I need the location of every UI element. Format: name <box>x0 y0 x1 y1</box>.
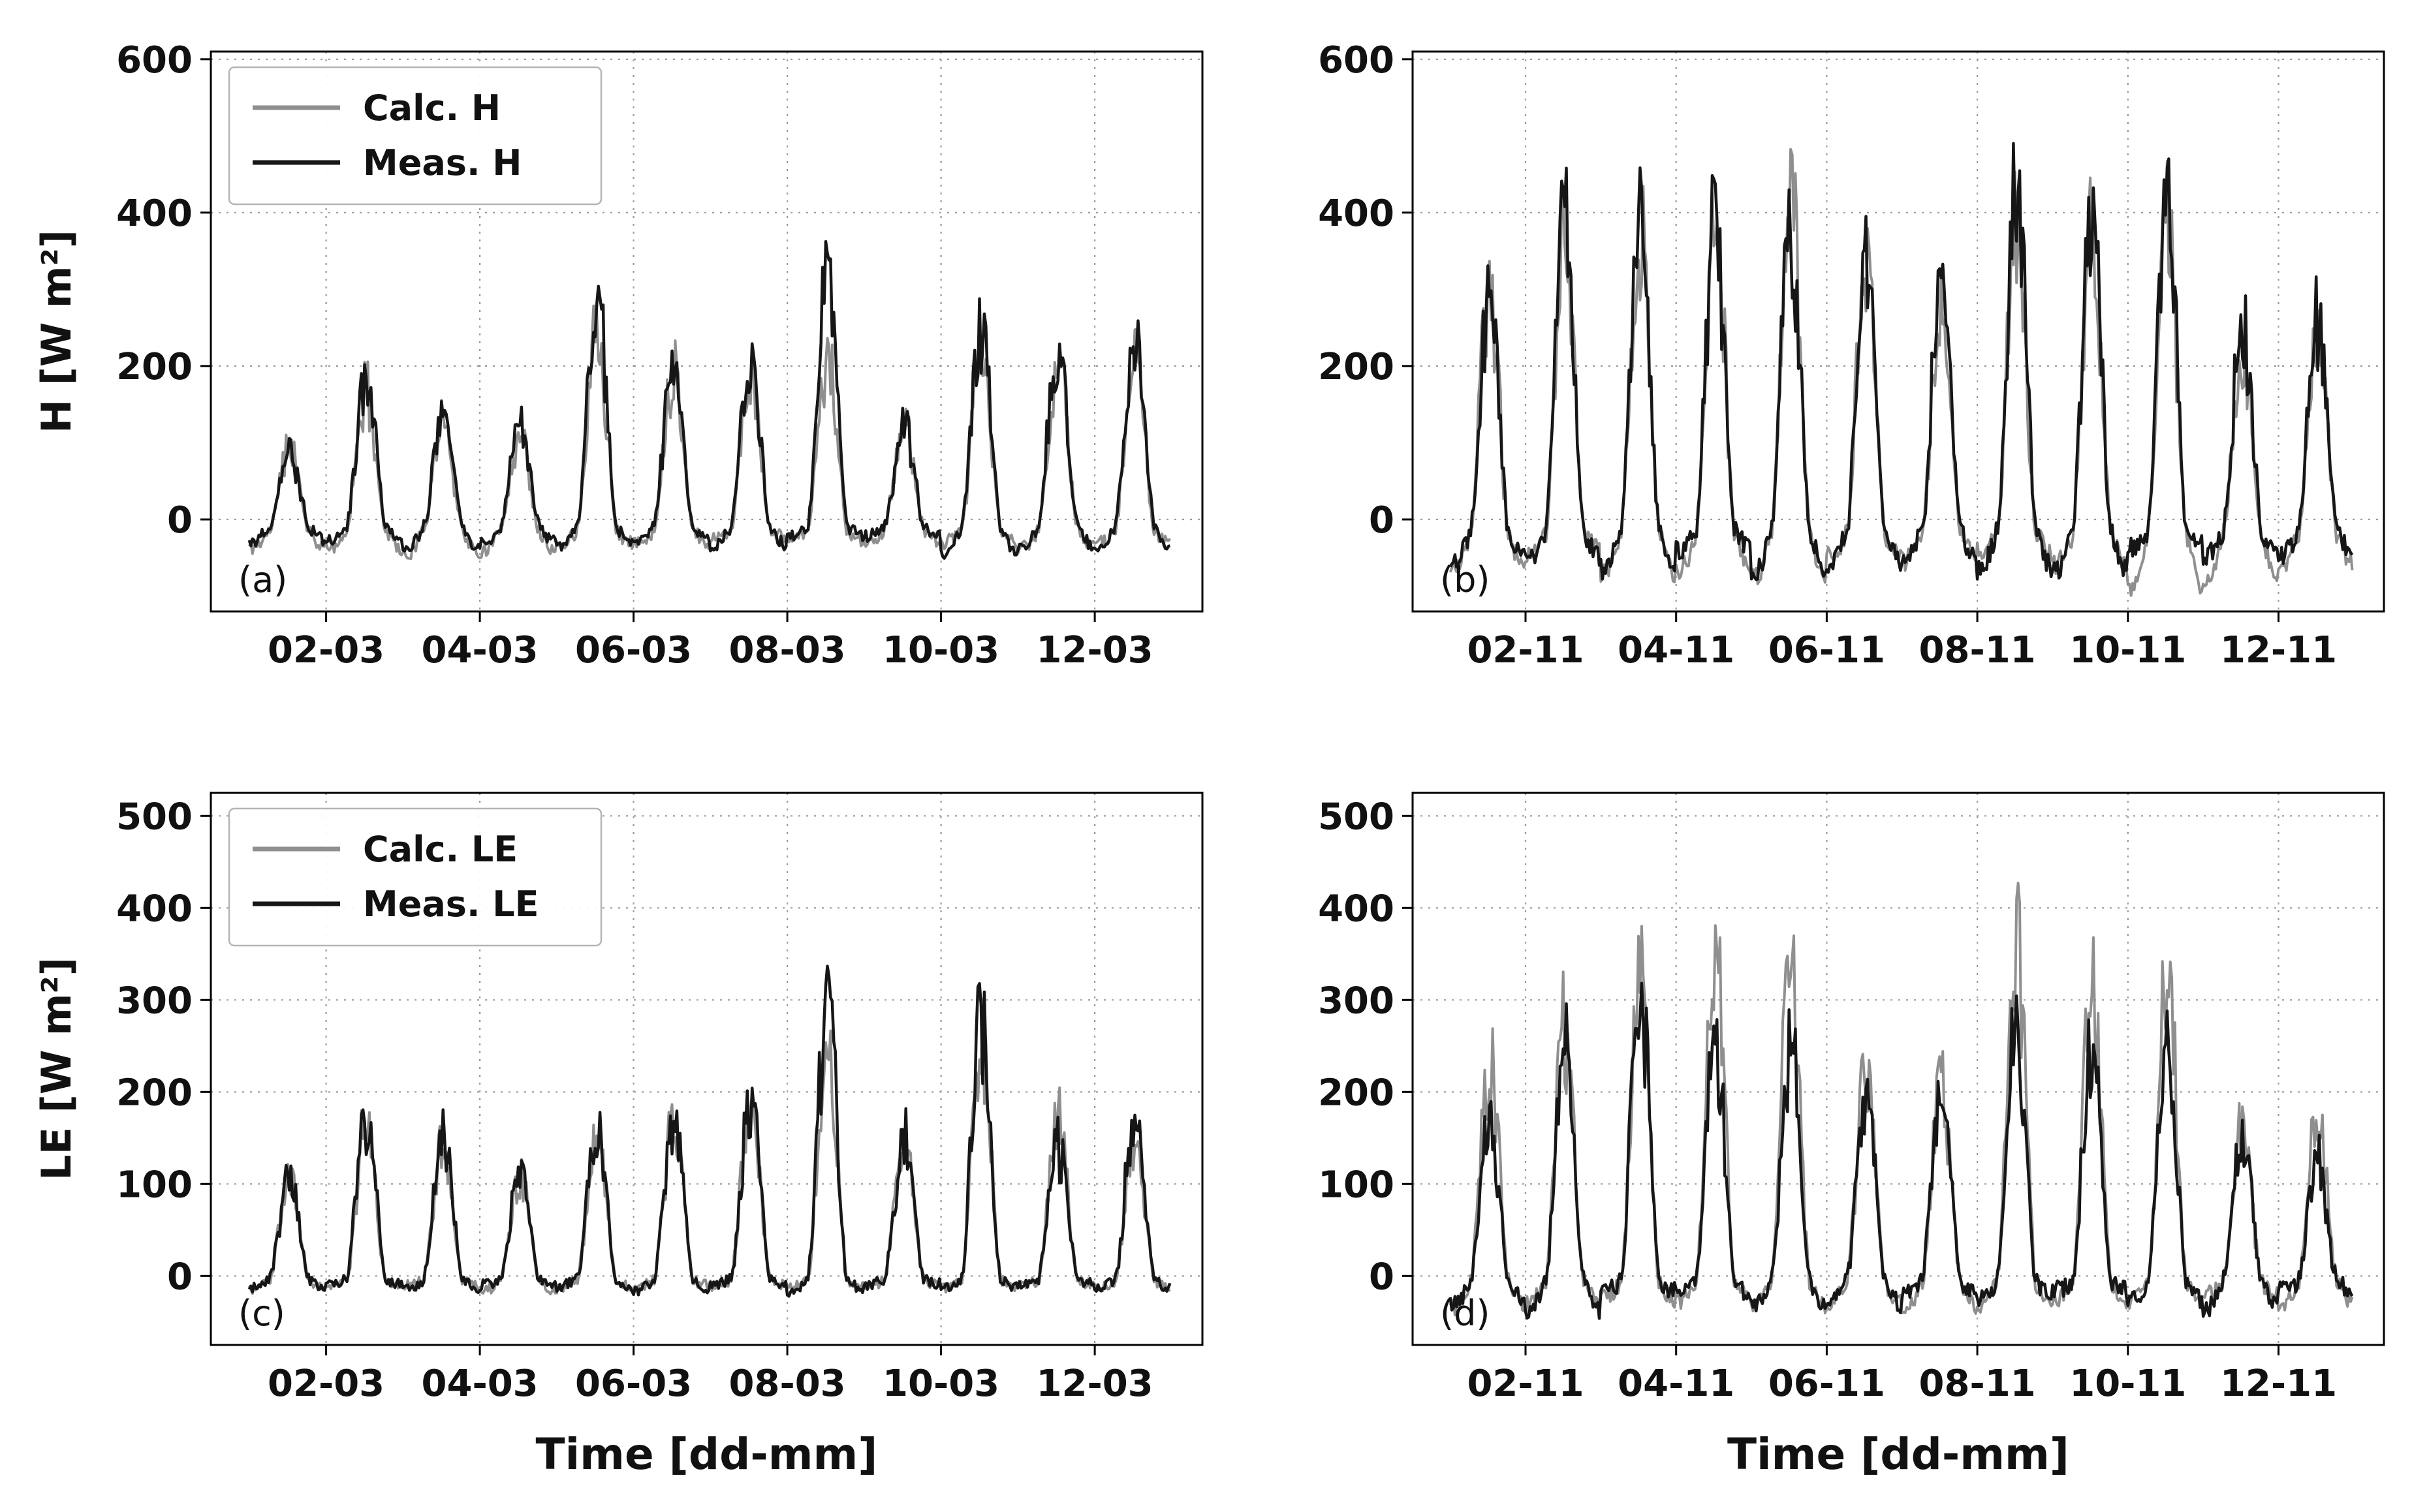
y-tick-label: 400 <box>1318 887 1394 930</box>
y-tick-label: 300 <box>1318 980 1394 1022</box>
panel-label: (d) <box>1440 1293 1490 1334</box>
y-axis-title: H [W m²] <box>33 230 80 433</box>
y-tick-label: 200 <box>1318 1072 1394 1114</box>
x-tick-label: 08-11 <box>1919 629 2036 671</box>
x-tick-label: 06-11 <box>1768 1363 1885 1405</box>
y-tick-label: 0 <box>1369 499 1394 542</box>
x-tick-label: 10-03 <box>883 1363 999 1405</box>
panel-b: 0 200 400 600 02-11 04-11 06-11 08-11 10-11 12-11… <box>1318 39 2385 671</box>
y-tick-label: 100 <box>1318 1164 1394 1206</box>
panel-d: 0 100 200 300 400 500 02-11 04-11 06-11 08-11 10-1… <box>1318 792 2385 1479</box>
y-tick-label: 400 <box>1318 193 1394 235</box>
x-tick-label: 04-03 <box>422 629 539 671</box>
y-tick-label: 200 <box>1318 346 1394 388</box>
y-axis-title: LE [W m²] <box>33 957 80 1180</box>
x-tick-label: 12-03 <box>1037 629 1153 671</box>
plot-frame <box>210 50 1204 613</box>
panel-a: 0 200 400 600 02-03 04-03 06-03 08-03 10-03 12-03… <box>33 39 1204 671</box>
x-tick-label: 06-11 <box>1768 629 1885 671</box>
y-tick-label: 200 <box>116 1072 193 1114</box>
series-meas-line <box>1449 142 2354 581</box>
series-calc-line <box>1449 882 2354 1317</box>
y-tick-label: 400 <box>116 193 193 235</box>
x-tick-label: 02-03 <box>268 629 384 671</box>
x-tick-label: 04-03 <box>422 1363 539 1405</box>
x-tick-label: 12-11 <box>2220 1363 2337 1405</box>
x-tick-label: 06-03 <box>575 1363 692 1405</box>
y-tick-label: 500 <box>1318 795 1394 838</box>
y-tick-label: 0 <box>1369 1256 1394 1298</box>
legend-entry-label: Calc. H <box>363 87 501 129</box>
legend-entry-label: Meas. H <box>363 142 522 183</box>
x-tick-label: 04-11 <box>1618 1363 1734 1405</box>
series-group <box>1449 142 2354 597</box>
series-group <box>247 964 1172 1298</box>
x-tick-label: 02-03 <box>268 1363 384 1405</box>
y-tick-label: 500 <box>116 795 193 838</box>
x-tick-label: 12-11 <box>2220 629 2337 671</box>
plot-frame <box>1411 792 2385 1346</box>
series-calc-line <box>248 997 1171 1296</box>
legend-frame <box>228 66 603 206</box>
legend: Calc. H Meas. H <box>228 66 603 206</box>
panel-label: (a) <box>238 559 287 600</box>
series-group <box>247 239 1171 561</box>
x-tick-label: 08-11 <box>1919 1363 2036 1405</box>
y-tick-label: 0 <box>167 499 193 542</box>
y-tick-label: 600 <box>116 39 193 82</box>
series-calc-line <box>1449 147 2354 597</box>
legend: Calc. LE Meas. LE <box>228 807 603 947</box>
series-meas-line <box>247 964 1172 1298</box>
panel-c: 0 100 200 300 400 500 02-03 04-03 06-03 08-03 10-0… <box>33 792 1204 1479</box>
legend-entry-label: Meas. LE <box>363 884 539 925</box>
plot-frame <box>210 792 1204 1346</box>
x-tick-label: 08-03 <box>729 629 846 671</box>
legend-entry-label: Calc. LE <box>363 829 518 870</box>
legend-frame <box>228 807 603 947</box>
series-meas-line <box>1449 981 2354 1320</box>
x-axis-title: Time [dd-mm] <box>1727 1429 2069 1479</box>
y-tick-label: 400 <box>116 887 193 930</box>
series-group <box>1449 882 2354 1320</box>
series-meas-line <box>247 239 1171 560</box>
x-tick-label: 02-11 <box>1467 629 1584 671</box>
plot-frame <box>1411 50 2385 613</box>
y-tick-label: 100 <box>116 1164 193 1206</box>
y-tick-label: 300 <box>116 980 193 1022</box>
x-tick-label: 12-03 <box>1037 1363 1153 1405</box>
x-tick-label: 02-11 <box>1467 1363 1584 1405</box>
x-tick-label: 10-11 <box>2069 629 2186 671</box>
x-tick-label: 08-03 <box>729 1363 846 1405</box>
x-axis-title: Time [dd-mm] <box>536 1429 878 1479</box>
x-tick-label: 10-11 <box>2069 1363 2186 1405</box>
y-tick-label: 0 <box>167 1256 193 1298</box>
x-tick-label: 06-03 <box>575 629 692 671</box>
panel-label: (b) <box>1440 559 1490 600</box>
y-tick-label: 600 <box>1318 39 1394 82</box>
series-calc-line <box>248 304 1171 561</box>
x-tick-label: 10-03 <box>883 629 999 671</box>
panel-label: (c) <box>238 1293 285 1334</box>
x-tick-label: 04-11 <box>1618 629 1734 671</box>
y-tick-label: 200 <box>116 346 193 388</box>
